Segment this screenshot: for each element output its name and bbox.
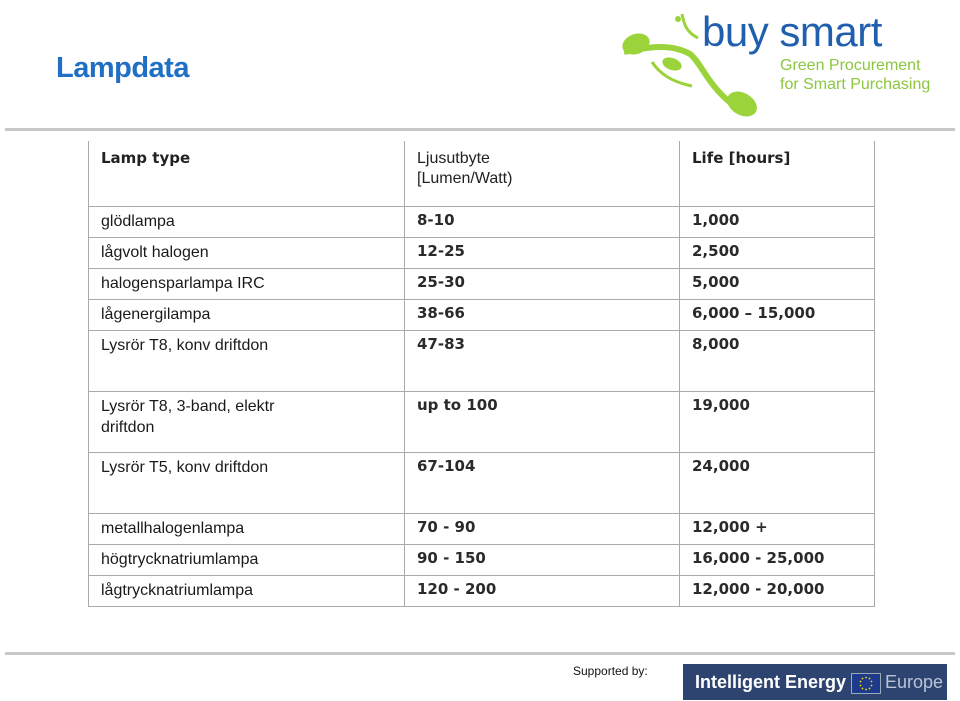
table-row: lågenergilampa 38-66 6,000 – 15,000	[88, 299, 875, 331]
efficacy-value: 38-66	[417, 303, 465, 322]
lamp-name: halogensparlampa IRC	[101, 274, 265, 292]
lamp-data-table: Lamp type Ljusutbyte [Lumen/Watt) Life […	[88, 141, 875, 607]
life-value: 5,000	[692, 272, 740, 291]
efficacy-value: 70 - 90	[417, 517, 476, 536]
lamp-name: Lysrör T8, konv driftdon	[101, 336, 269, 354]
header-efficacy: Ljusutbyte [Lumen/Watt)	[404, 141, 680, 207]
table-row: lågvolt halogen 12-25 2,500	[88, 237, 875, 269]
lamp-name: lågtrycknatriumlampa	[101, 581, 254, 599]
banner-text: Intelligent Energy	[695, 672, 847, 692]
table-row: glödlampa 8-10 1,000	[88, 206, 875, 238]
life-value: 6,000 – 15,000	[692, 303, 816, 322]
header-efficacy-line-2: [Lumen/Watt)	[417, 170, 513, 187]
efficacy-value: 120 - 200	[417, 579, 497, 598]
lamp-name: lågenergilampa	[101, 305, 211, 323]
life-value: 8,000	[692, 334, 740, 353]
banner-europe: Europe	[885, 672, 944, 692]
tagline-line-2: for Smart Purchasing	[780, 76, 931, 93]
table-header-row: Lamp type Ljusutbyte [Lumen/Watt) Life […	[88, 141, 875, 207]
life-value: 16,000 - 25,000	[692, 548, 825, 567]
tagline-line-1: Green Procurement	[780, 57, 921, 74]
lamp-name: glödlampa	[101, 212, 175, 230]
life-value: 1,000	[692, 210, 740, 229]
eu-flag-icon	[851, 673, 881, 694]
table-row: Lysrör T8, konv driftdon 47-83 8,000	[88, 330, 875, 392]
efficacy-value: 47-83	[417, 334, 465, 353]
supported-by-label: Supported by:	[573, 664, 648, 678]
table-row: metallhalogenlampa 70 - 90 12,000 +	[88, 513, 875, 545]
life-value: 12,000 +	[692, 517, 768, 536]
table-row: Lysrör T5, konv driftdon 67-104 24,000	[88, 452, 875, 514]
lamp-name: högtrycknatriumlampa	[101, 550, 259, 568]
header-lamp-type: Lamp type	[88, 141, 405, 207]
logo-brand-text: buy smart	[702, 8, 882, 55]
efficacy-value: 12-25	[417, 241, 465, 260]
intelligent-energy-europe-logo: Intelligent Energy Europe	[683, 664, 947, 700]
table-row: högtrycknatriumlampa 90 - 150 16,000 - 2…	[88, 544, 875, 576]
header-efficacy-line-1: Ljusutbyte	[417, 150, 490, 167]
lamp-name: metallhalogenlampa	[101, 519, 245, 537]
table-row: Lysrör T8, 3-band, elektr driftdon up to…	[88, 391, 875, 453]
table-row: lågtrycknatriumlampa 120 - 200 12,000 - …	[88, 575, 875, 607]
lamp-name: lågvolt halogen	[101, 243, 209, 261]
life-value: 12,000 - 20,000	[692, 579, 825, 598]
efficacy-value: up to 100	[417, 395, 498, 414]
leaf-swirl-icon	[622, 13, 757, 117]
header-life: Life [hours]	[679, 141, 875, 207]
header-divider	[5, 128, 955, 131]
page-title: Lampdata	[56, 52, 189, 84]
life-value: 2,500	[692, 241, 740, 260]
efficacy-value: 8-10	[417, 210, 455, 229]
life-value: 19,000	[692, 395, 750, 414]
efficacy-value: 90 - 150	[417, 548, 486, 567]
lamp-name: Lysrör T5, konv driftdon	[101, 458, 269, 476]
life-value: 24,000	[692, 456, 750, 475]
buy-smart-logo: buy smart Green Procurement for Smart Pu…	[612, 4, 957, 124]
table-row: halogensparlampa IRC 25-30 5,000	[88, 268, 875, 300]
lamp-name: Lysrör T8, 3-band, elektr driftdon	[101, 397, 275, 436]
footer-divider	[5, 652, 955, 655]
efficacy-value: 25-30	[417, 272, 465, 291]
efficacy-value: 67-104	[417, 456, 476, 475]
logo-tagline: Green Procurement for Smart Purchasing	[780, 56, 930, 94]
